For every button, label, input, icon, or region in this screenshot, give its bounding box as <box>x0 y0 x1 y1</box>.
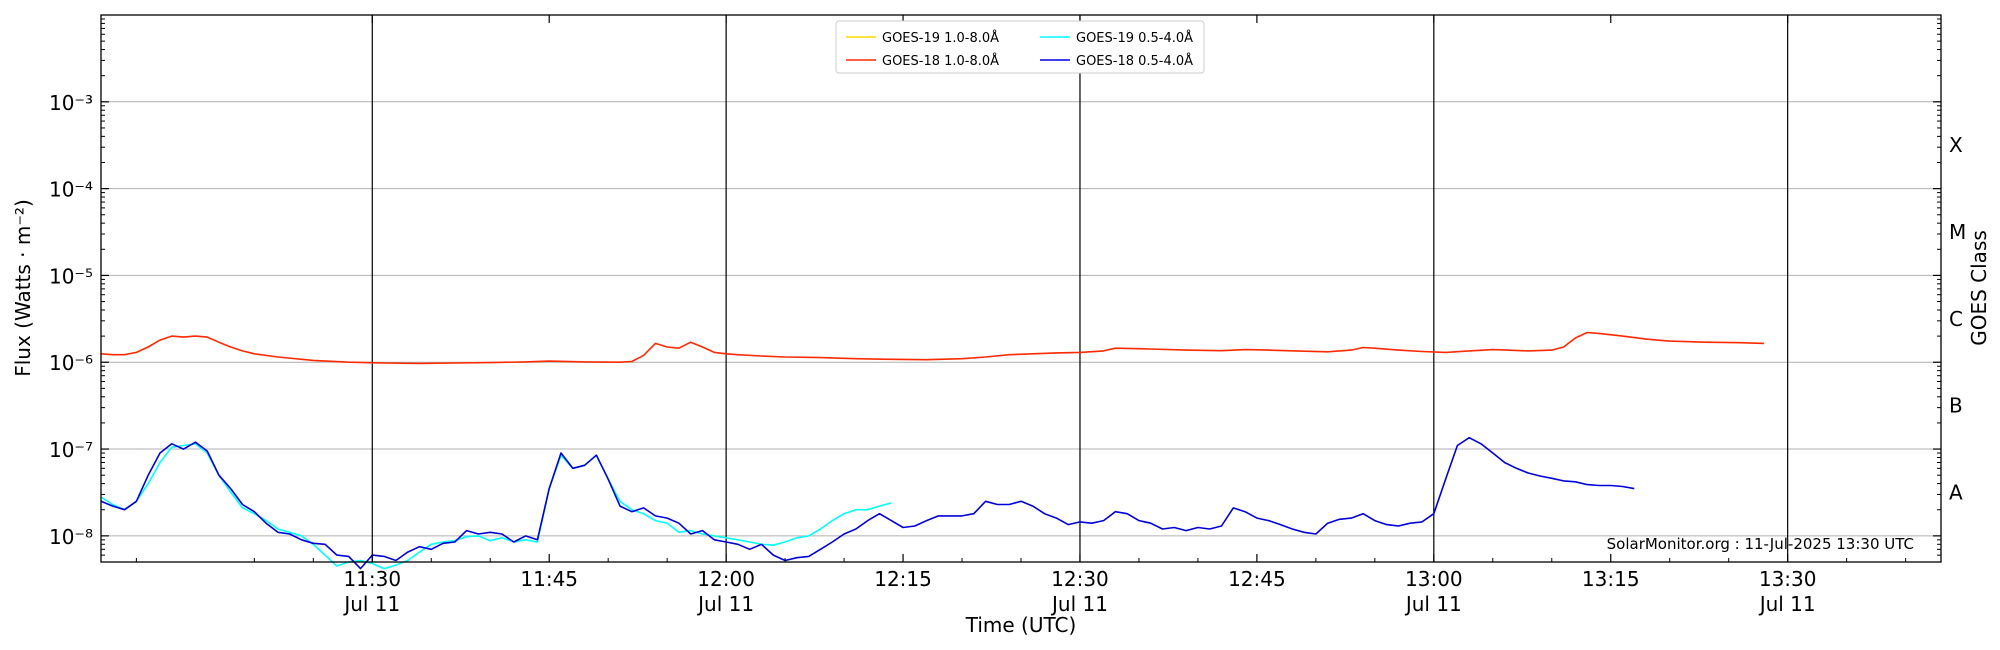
series-line-2 <box>100 442 892 570</box>
y-tick-label: 10⁻³ <box>49 91 93 115</box>
y-axis-ticks: 10⁻⁸ 10⁻⁷ 10⁻⁶ 10⁻⁵ 10⁻⁴ 10⁻³ <box>49 18 1941 556</box>
x-tick-label: 12:00 <box>697 567 755 591</box>
y-axis-label: Flux (Watts · m⁻²) <box>11 199 35 377</box>
goes-class-labels: A B C M X <box>1949 133 1966 504</box>
y-tick-label: 10⁻⁷ <box>49 438 93 462</box>
y-tick-label: 10⁻⁴ <box>49 178 93 202</box>
y-axis-right-label: GOES Class <box>1967 230 1991 346</box>
x-tick-label: 11:30 <box>343 567 401 591</box>
x-tick-label: 12:45 <box>1228 567 1286 591</box>
x-tick-label: 12:30 <box>1051 567 1109 591</box>
y-tick-label: 10⁻⁵ <box>49 264 93 288</box>
x-axis-label: Time (UTC) <box>965 613 1077 637</box>
data-series <box>100 331 1765 570</box>
day-vertical-lines <box>371 15 1789 562</box>
goes-class-label-c: C <box>1949 307 1963 331</box>
legend-label-1: GOES-18 1.0-8.0Å <box>882 53 999 69</box>
x-tick-sublabel: Jul 11 <box>342 592 400 616</box>
grid-lines <box>101 101 1941 537</box>
x-tick-label: 13:30 <box>1759 567 1817 591</box>
goes-class-label-b: B <box>1949 394 1963 418</box>
y-tick-label: 10⁻⁸ <box>49 525 93 549</box>
goes-class-label-x: X <box>1949 133 1963 157</box>
credit-annotation: SolarMonitor.org : 11-Jul-2025 13:30 UTC <box>1607 535 1914 553</box>
goes-class-label-a: A <box>1949 480 1963 504</box>
goes-class-label-m: M <box>1949 220 1966 244</box>
plot-area-frame <box>100 14 1942 563</box>
y-tick-label: 10⁻⁶ <box>49 351 93 375</box>
legend-box <box>835 20 1205 74</box>
x-tick-label: 13:00 <box>1405 567 1463 591</box>
series-line-3 <box>100 436 1635 570</box>
legend-label-0: GOES-19 1.0-8.0Å <box>882 30 999 46</box>
x-tick-sublabel: Jul 11 <box>696 592 754 616</box>
legend-label-3: GOES-18 0.5-4.0Å <box>1076 53 1193 69</box>
x-tick-label: 11:45 <box>520 567 578 591</box>
series-line-1 <box>100 331 1765 365</box>
x-tick-label: 13:15 <box>1582 567 1640 591</box>
legend: GOES-19 1.0-8.0Å GOES-18 1.0-8.0Å GOES-19 … <box>835 20 1205 74</box>
legend-label-2: GOES-19 0.5-4.0Å <box>1076 30 1193 46</box>
x-tick-sublabel: Jul 11 <box>1050 592 1108 616</box>
x-tick-sublabel: Jul 11 <box>1758 592 1816 616</box>
x-tick-sublabel: Jul 11 <box>1404 592 1462 616</box>
x-tick-label: 12:15 <box>874 567 932 591</box>
